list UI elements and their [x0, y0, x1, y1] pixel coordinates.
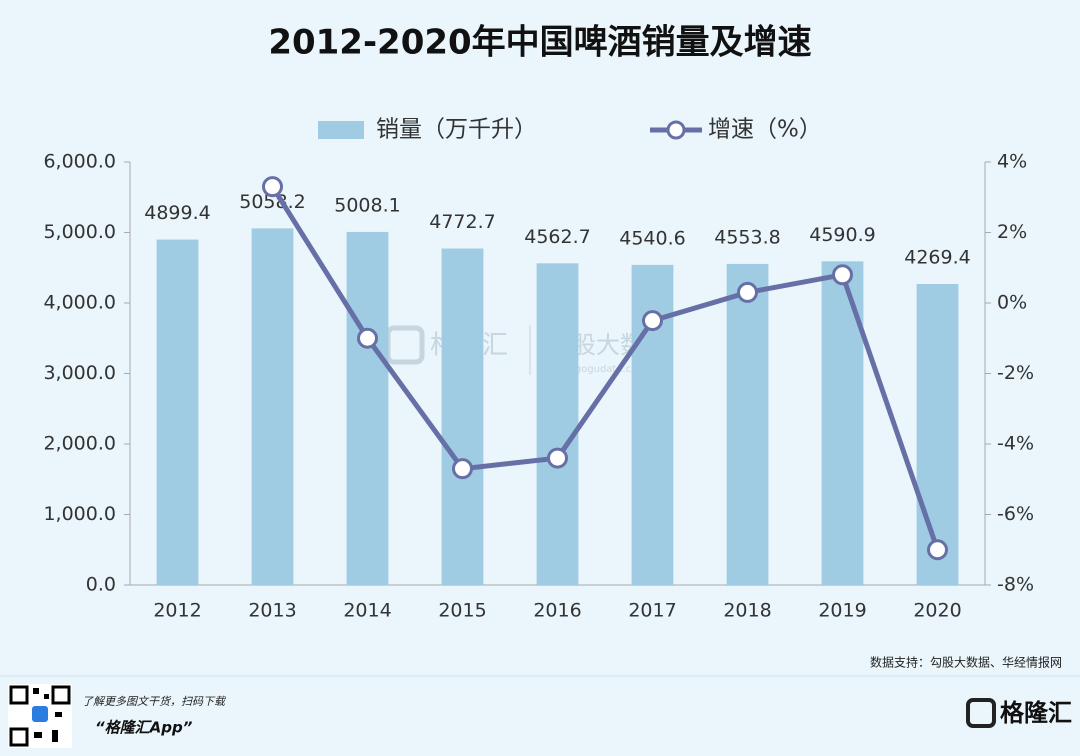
watermark-url: www.gogudata.com [548, 364, 647, 375]
bar [441, 248, 484, 585]
x-tick-label: 2012 [153, 600, 201, 622]
value-label: 4772.7 [429, 211, 495, 233]
bar [346, 231, 389, 585]
value-label: 4590.9 [809, 224, 875, 246]
value-label: 4553.8 [714, 226, 780, 248]
y2-tick-label: -8% [997, 574, 1034, 596]
line-marker [927, 539, 948, 561]
line-marker [262, 176, 283, 198]
line-marker [452, 458, 473, 480]
footer-tagline: 了解更多图文干货，扫码下载 [82, 695, 227, 708]
x-tick-label: 2019 [818, 600, 866, 622]
line-marker [642, 310, 663, 332]
value-label: 4540.6 [619, 227, 685, 249]
value-label: 5058.2 [239, 191, 305, 213]
value-label: 4269.4 [904, 247, 970, 269]
x-tick-label: 2020 [913, 600, 961, 622]
qr-finder [51, 685, 71, 705]
y-tick-label: 5,000.0 [43, 221, 116, 243]
y2-tick-label: -4% [997, 433, 1034, 455]
y-tick-label: 6,000.0 [43, 151, 116, 173]
source: 数据支持：勾股大数据、华经情报网 [870, 655, 1062, 670]
x-tick-label: 2014 [343, 600, 391, 622]
y2-tick-label: 0% [997, 292, 1027, 314]
line-marker [357, 327, 378, 349]
qr-dot [34, 732, 42, 738]
y-tick-label: 3,000.0 [43, 362, 116, 384]
qr-dot [55, 712, 62, 717]
bar [251, 228, 294, 585]
qr-finder [9, 727, 29, 747]
qr-dot [33, 688, 39, 694]
line-marker [737, 281, 758, 303]
legend-swatch [318, 121, 364, 139]
legend-label: 增速（%） [708, 117, 822, 143]
y-tick-label: 1,000.0 [43, 503, 116, 525]
bar [156, 239, 199, 586]
bar [916, 284, 959, 585]
footer-app: “格隆汇App” [95, 719, 193, 737]
qr-dot [44, 694, 49, 699]
y2-tick-label: -6% [997, 503, 1034, 525]
value-label: 4562.7 [524, 226, 590, 248]
bar [726, 263, 769, 585]
bar [536, 263, 579, 585]
y2-tick-label: 4% [997, 151, 1027, 173]
qr-finder [9, 685, 29, 705]
value-label: 5008.1 [334, 194, 400, 216]
qr-logo [32, 706, 48, 722]
logo: 格隆汇 [1000, 699, 1072, 727]
y-tick-label: 0.0 [86, 574, 116, 596]
y-tick-label: 2,000.0 [43, 433, 116, 455]
chart-title: 2012-2020年中国啤酒销量及增速 [268, 23, 811, 63]
line [270, 185, 940, 551]
x-tick-label: 2015 [438, 600, 486, 622]
x-tick-label: 2018 [723, 600, 771, 622]
qr-dot [52, 730, 58, 742]
y2-tick-label: 2% [997, 221, 1027, 243]
line-marker [547, 447, 568, 469]
legend-swatch [666, 120, 686, 140]
line-marker [832, 264, 853, 286]
x-tick-label: 2013 [248, 600, 296, 622]
qr-code [8, 684, 72, 748]
x-tick-label: 2016 [533, 600, 581, 622]
logo-icon [966, 698, 996, 728]
y-tick-label: 4,000.0 [43, 292, 116, 314]
x-tick-label: 2017 [628, 600, 676, 622]
value-label: 4899.4 [144, 202, 210, 224]
legend-label: 销量（万千升） [376, 117, 537, 143]
y2-tick-label: -2% [997, 362, 1034, 384]
